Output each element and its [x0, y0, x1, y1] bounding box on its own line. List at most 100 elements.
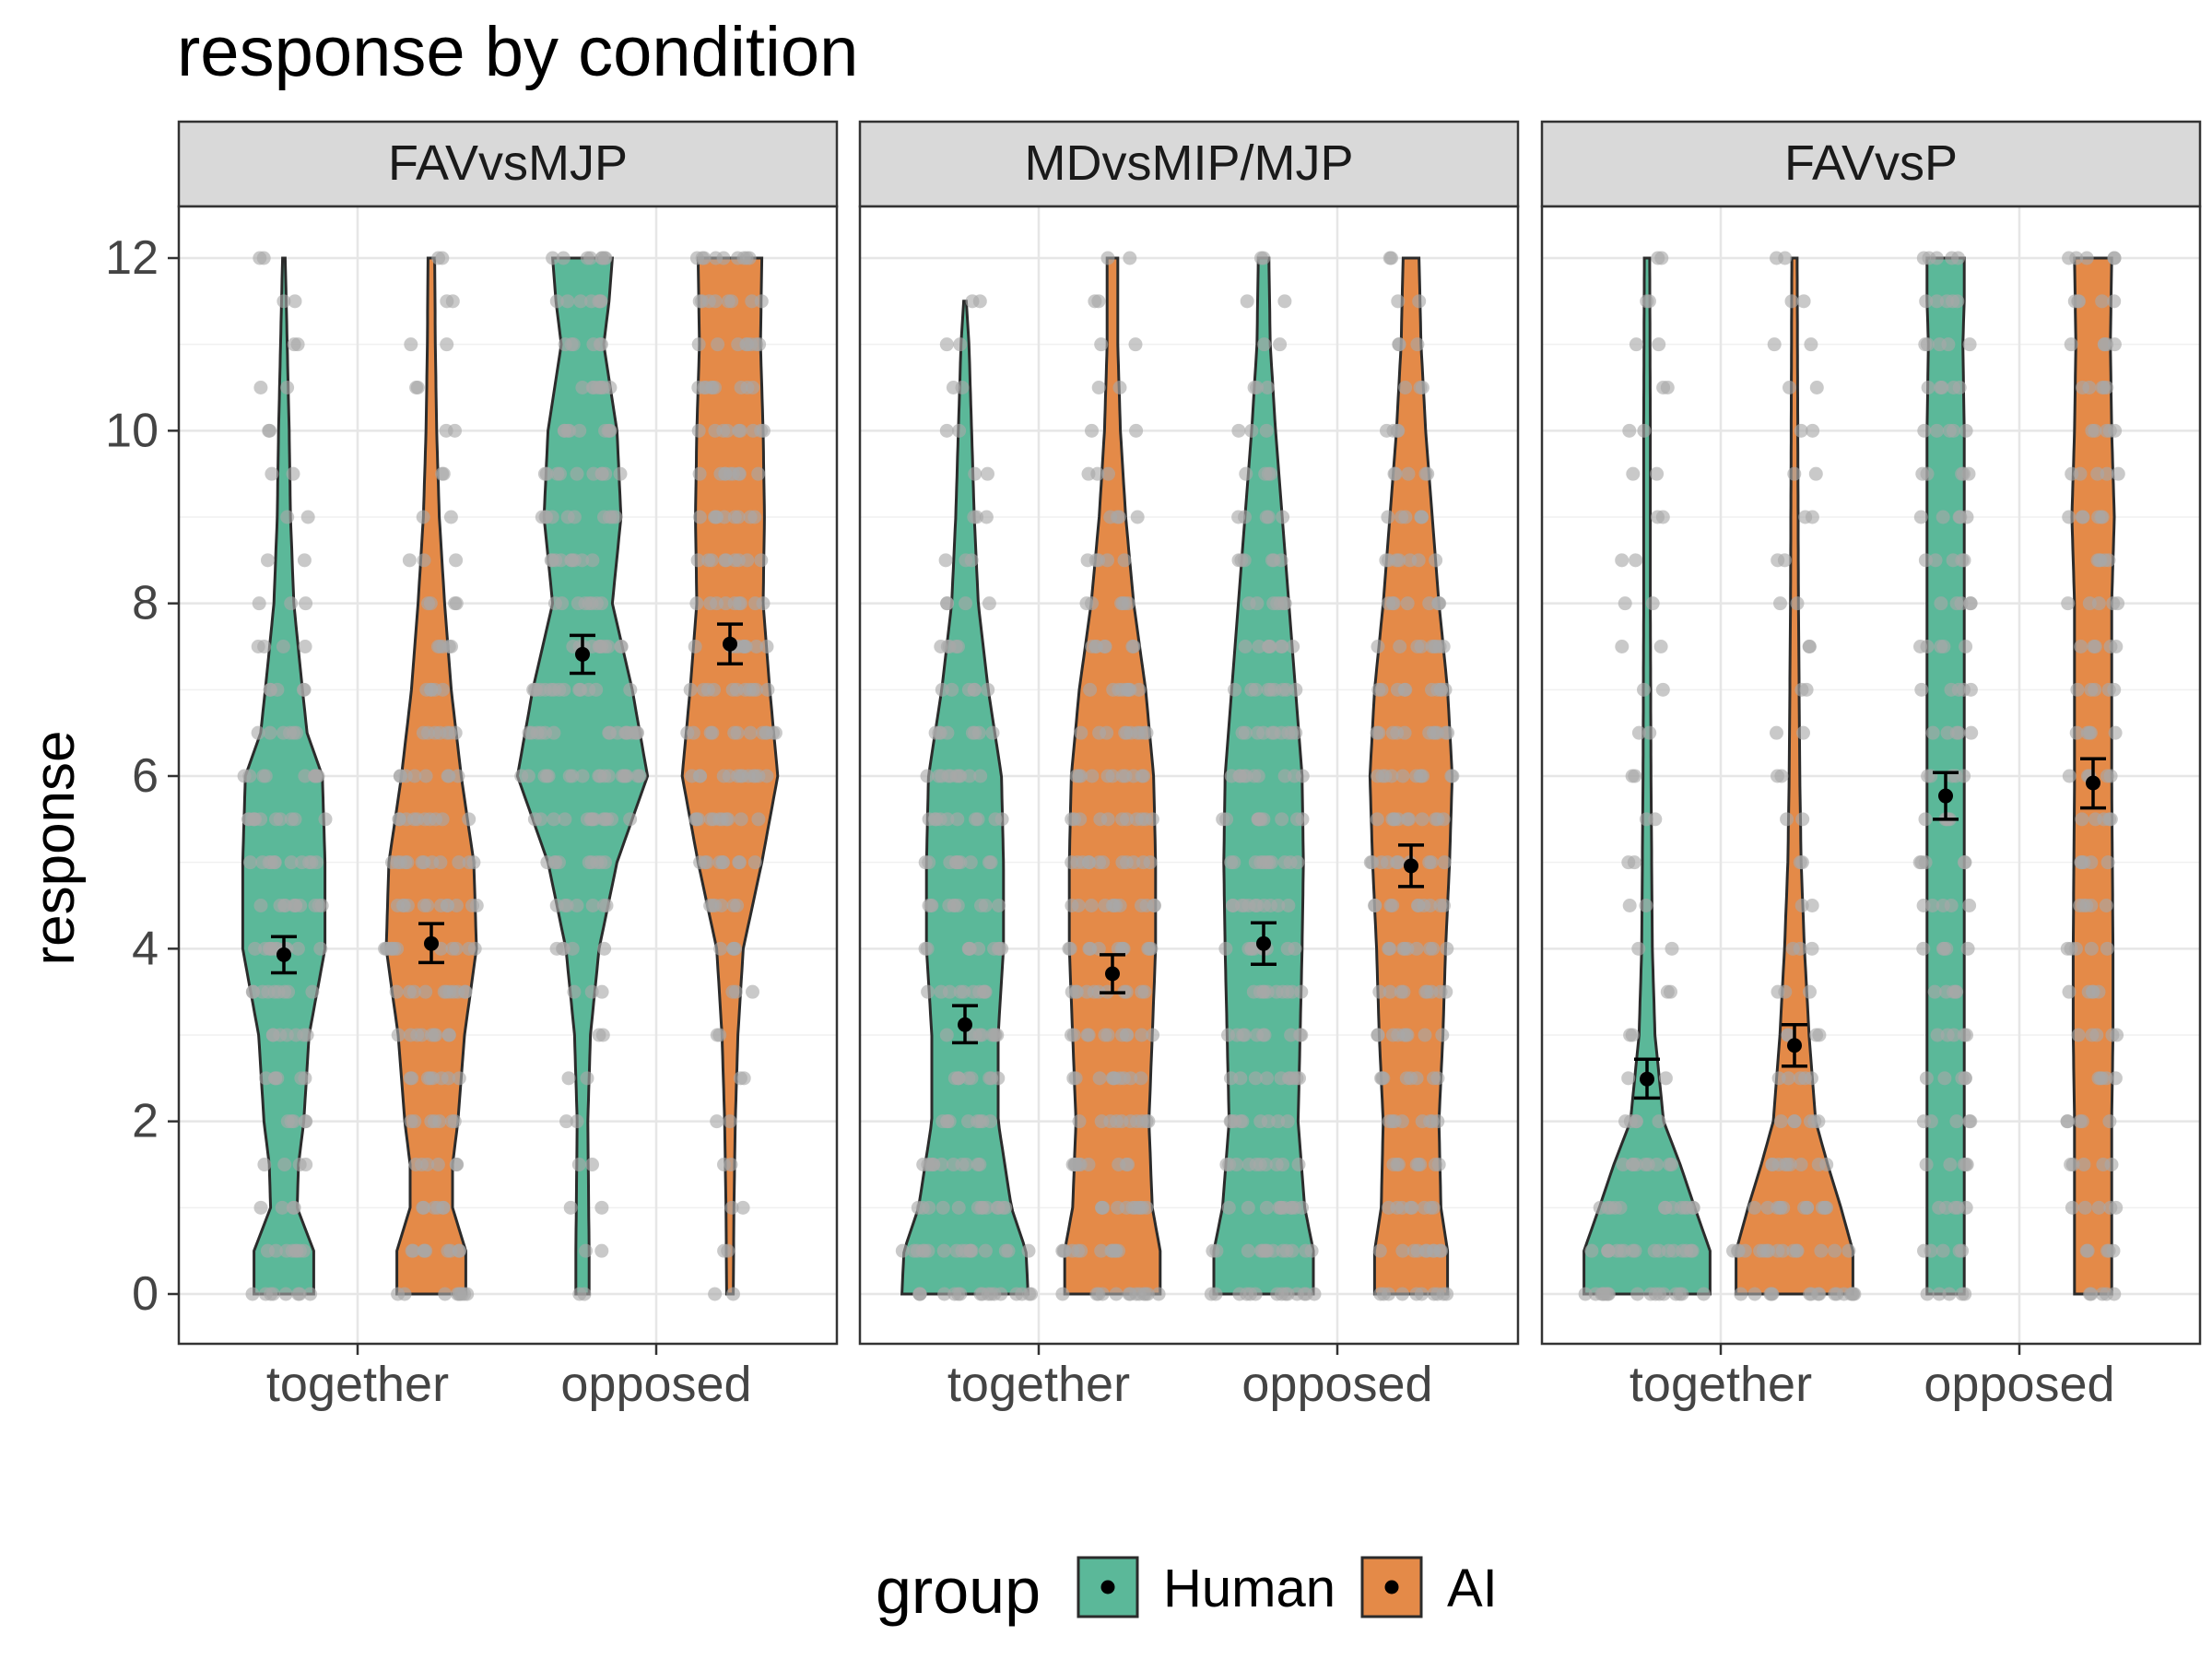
data-point: [1622, 899, 1637, 912]
data-point: [2102, 1114, 2117, 1129]
data-point: [1253, 1158, 1267, 1171]
data-point: [725, 984, 740, 999]
data-point: [1253, 984, 1267, 999]
data-point: [262, 423, 276, 438]
data-point: [441, 640, 456, 653]
data-point: [602, 423, 617, 438]
data-point: [583, 812, 598, 827]
data-point: [1101, 466, 1115, 481]
data-point: [533, 682, 547, 697]
data-point: [462, 941, 477, 956]
data-point: [2088, 640, 2102, 653]
data-point: [1228, 682, 1242, 697]
data-point: [710, 1114, 724, 1129]
data-point: [1794, 682, 1809, 697]
data-point: [1130, 510, 1145, 524]
data-point: [521, 769, 535, 783]
data-point: [704, 553, 719, 568]
data-point: [1616, 1158, 1630, 1171]
data-point: [1241, 596, 1256, 611]
legend: group Human AI: [876, 1555, 1498, 1627]
data-point: [692, 510, 707, 524]
data-point: [1274, 1200, 1288, 1215]
data-point: [942, 984, 957, 999]
data-point: [1417, 899, 1431, 912]
data-point: [571, 1158, 586, 1171]
data-point: [2084, 682, 2099, 697]
data-point: [427, 1028, 441, 1042]
data-point: [1112, 381, 1127, 394]
data-point: [1409, 1158, 1424, 1171]
data-point: [1613, 1200, 1628, 1215]
data-point: [961, 1071, 976, 1086]
data-point: [1410, 640, 1425, 653]
data-point: [449, 899, 464, 912]
data-point: [998, 1243, 1013, 1258]
data-point: [441, 769, 455, 783]
data-point: [1789, 1243, 1804, 1258]
data-point: [318, 812, 333, 827]
data-point: [586, 381, 601, 394]
data-point: [1065, 855, 1079, 870]
data-point: [594, 1243, 609, 1258]
data-point: [1942, 423, 1957, 438]
data-point: [2107, 251, 2122, 265]
data-point: [1420, 466, 1435, 481]
data-point: [968, 1028, 982, 1042]
data-point: [265, 1287, 280, 1301]
data-point: [961, 1114, 975, 1129]
data-point: [690, 553, 705, 568]
data-point: [1794, 899, 1809, 912]
data-point: [1778, 984, 1793, 999]
data-point: [686, 725, 700, 740]
x-tick-label: opposed: [560, 1357, 751, 1412]
data-point: [1934, 381, 1948, 394]
data-point: [1269, 1158, 1284, 1171]
data-point: [1920, 466, 1935, 481]
data-point: [400, 899, 415, 912]
data-point: [1237, 769, 1252, 783]
data-point: [708, 1287, 723, 1301]
data-point: [2064, 337, 2078, 352]
data-point: [1962, 1114, 1977, 1129]
data-point: [1626, 466, 1641, 481]
mean-point: [958, 1017, 972, 1032]
data-point: [953, 984, 968, 999]
data-point: [547, 725, 561, 740]
data-point: [594, 466, 609, 481]
data-point: [1796, 294, 1811, 309]
data-point: [1395, 1287, 1409, 1301]
data-point: [2074, 640, 2088, 653]
data-point: [293, 899, 308, 912]
data-point: [724, 1200, 739, 1215]
data-point: [585, 899, 600, 912]
data-point: [2073, 899, 2088, 912]
data-point: [248, 941, 263, 956]
data-point: [1734, 1287, 1748, 1301]
data-point: [1948, 984, 1963, 999]
data-point: [1084, 899, 1099, 912]
data-point: [417, 553, 431, 568]
data-point: [1094, 337, 1109, 352]
data-point: [1415, 812, 1430, 827]
data-point: [1643, 1287, 1658, 1301]
data-point: [418, 769, 433, 783]
data-point: [942, 1114, 957, 1129]
data-point: [1918, 812, 1933, 827]
data-point: [573, 682, 588, 697]
data-point: [1656, 381, 1671, 394]
data-point: [1949, 1114, 1964, 1129]
data-point: [1936, 510, 1950, 524]
data-point: [911, 1200, 925, 1215]
data-point: [710, 596, 724, 611]
data-point: [438, 1287, 453, 1301]
data-point: [593, 640, 607, 653]
data-point: [1805, 899, 1819, 912]
facet-panel: MDvsMIP/MJP together opposed: [858, 120, 1520, 1412]
data-point: [1119, 984, 1134, 999]
data-point: [939, 423, 954, 438]
data-point: [1237, 553, 1252, 568]
data-point: [1269, 984, 1284, 999]
data-point: [1290, 855, 1305, 870]
